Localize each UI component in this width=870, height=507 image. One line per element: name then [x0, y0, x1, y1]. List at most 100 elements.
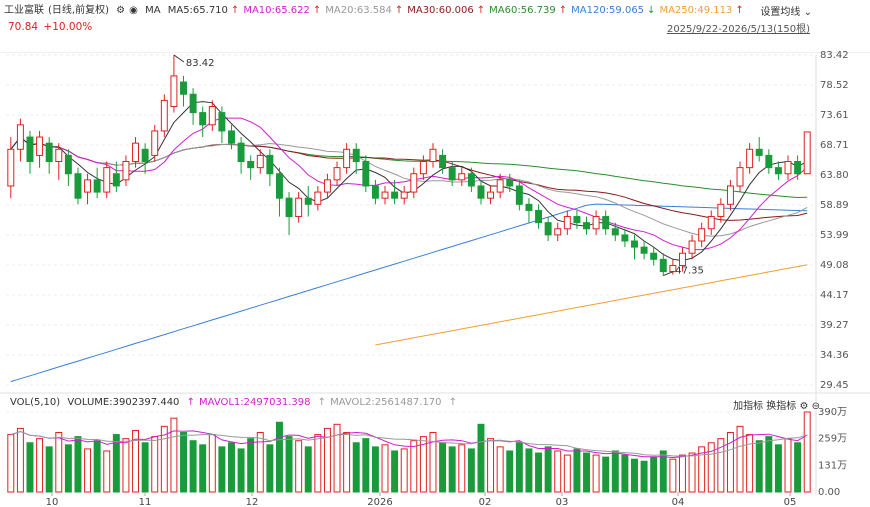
- x-tick-label: 03: [556, 497, 569, 507]
- vol-label: VOL(5,10): [10, 397, 61, 408]
- x-tick-label: 10: [46, 497, 59, 507]
- ma-settings[interactable]: 设置均线 ⌄: [760, 3, 812, 18]
- candle-body: [688, 240, 696, 254]
- ma20-line: [10, 136, 808, 237]
- candle-body: [7, 148, 15, 187]
- candle-body: [621, 234, 629, 242]
- candle-body: [64, 154, 72, 175]
- ma-value-4: MA60:56.739: [489, 5, 556, 16]
- candle-body: [774, 167, 782, 175]
- volume-bar: [218, 446, 226, 493]
- volume-bar: [794, 442, 802, 493]
- volume-bar: [208, 434, 216, 493]
- volume-bar: [621, 454, 629, 493]
- top-divider: [0, 52, 870, 53]
- ma-arrow-6: ↑: [735, 5, 744, 16]
- candle-body: [563, 216, 571, 230]
- candle-body: [410, 173, 418, 193]
- volume-bar: [16, 427, 24, 493]
- volume-bar: [726, 432, 734, 493]
- volume-bar: [774, 444, 782, 493]
- vol-tick-label: 390万: [818, 407, 847, 418]
- candle-body: [496, 179, 504, 193]
- candle-body: [112, 173, 120, 187]
- y-tick-label: 73.61: [820, 110, 849, 121]
- candle-body: [218, 112, 226, 132]
- candle-body: [304, 197, 312, 205]
- volume-bar: [132, 429, 140, 493]
- indicator-controls: 加指标 换指标 ⚙ ⊖: [733, 397, 820, 412]
- candle-body: [583, 222, 590, 230]
- volume-bar: [36, 438, 44, 493]
- volume-bar: [765, 436, 773, 493]
- candle-body: [170, 75, 178, 107]
- candle-body: [506, 179, 514, 187]
- candle-body: [371, 185, 379, 199]
- volume-bar: [688, 452, 696, 493]
- candle-body: [45, 142, 53, 163]
- volume-bar: [419, 436, 427, 493]
- volume-bar: [247, 438, 255, 493]
- volume-bar: [141, 442, 149, 493]
- ma-arrow-0: ↑: [230, 5, 240, 16]
- x-tick-label: 12: [246, 497, 259, 507]
- volume-bar: [592, 454, 600, 493]
- volume-bar: [611, 450, 619, 493]
- candle-body: [391, 191, 399, 199]
- volume-bar: [659, 450, 667, 493]
- volume-bar: [535, 452, 543, 493]
- ma-arrow-5: ↓: [647, 5, 656, 16]
- candle-body: [707, 216, 715, 230]
- volume-bar: [151, 436, 159, 493]
- y-tick-label: 53.99: [820, 230, 849, 241]
- candle-body: [266, 154, 274, 175]
- y-tick-label: 39.27: [820, 320, 849, 331]
- volume-bar: [602, 456, 610, 493]
- mavol2-arrow: ↑: [317, 397, 327, 408]
- candle-body: [333, 167, 341, 181]
- candle-body: [515, 185, 523, 205]
- mavol2-line: [10, 430, 808, 457]
- volume-bar: [275, 421, 283, 493]
- ma-label: MA: [145, 5, 161, 16]
- ma-value-3: MA30:60.006: [407, 5, 474, 16]
- volume-bar: [112, 434, 120, 493]
- switch-indicator-button[interactable]: 换指标: [766, 401, 797, 412]
- vol-tick-label: 131万: [818, 460, 847, 471]
- y-tick-label: 83.42: [820, 50, 849, 61]
- volume-bar: [755, 440, 763, 493]
- volume-bar: [285, 436, 293, 493]
- candle-body: [678, 252, 686, 266]
- volume-bar: [631, 458, 638, 493]
- ma-value-1: MA10:65.622: [243, 5, 310, 16]
- volume-bar: [784, 438, 792, 493]
- ma-settings-label[interactable]: 设置均线: [760, 7, 801, 18]
- volume-bar: [391, 450, 399, 493]
- settings-icon[interactable]: ⚙: [116, 5, 126, 16]
- eye-icon[interactable]: ◉: [129, 5, 138, 16]
- ma-arrow-4: ↑: [558, 5, 568, 16]
- y-tick-label: 29.45: [820, 380, 849, 391]
- candle-body: [84, 179, 92, 193]
- candle-body: [487, 191, 495, 199]
- candle-body: [93, 179, 101, 193]
- candle-body: [429, 148, 437, 163]
- settings-icon[interactable]: ⚙: [799, 401, 809, 412]
- candle-body: [640, 246, 648, 254]
- volume-bar: [74, 436, 82, 493]
- candle-body: [55, 148, 63, 163]
- volume-bar: [352, 442, 360, 493]
- candle-body: [525, 203, 533, 211]
- date-range[interactable]: 2025/9/22-2026/5/13(150根): [666, 24, 810, 35]
- candle-body: [755, 148, 763, 156]
- candle-body: [611, 228, 619, 236]
- candle-body: [275, 173, 283, 199]
- candle-body: [208, 105, 216, 126]
- ma-arrow-1: ↑: [312, 5, 322, 16]
- close-icon[interactable]: ⊖: [811, 401, 820, 412]
- add-indicator-button[interactable]: 加指标: [733, 401, 764, 412]
- low-label: 47.35: [675, 266, 704, 277]
- y-tick-label: 63.80: [820, 170, 849, 181]
- mavol2: MAVOL2:2561487.170: [330, 397, 442, 408]
